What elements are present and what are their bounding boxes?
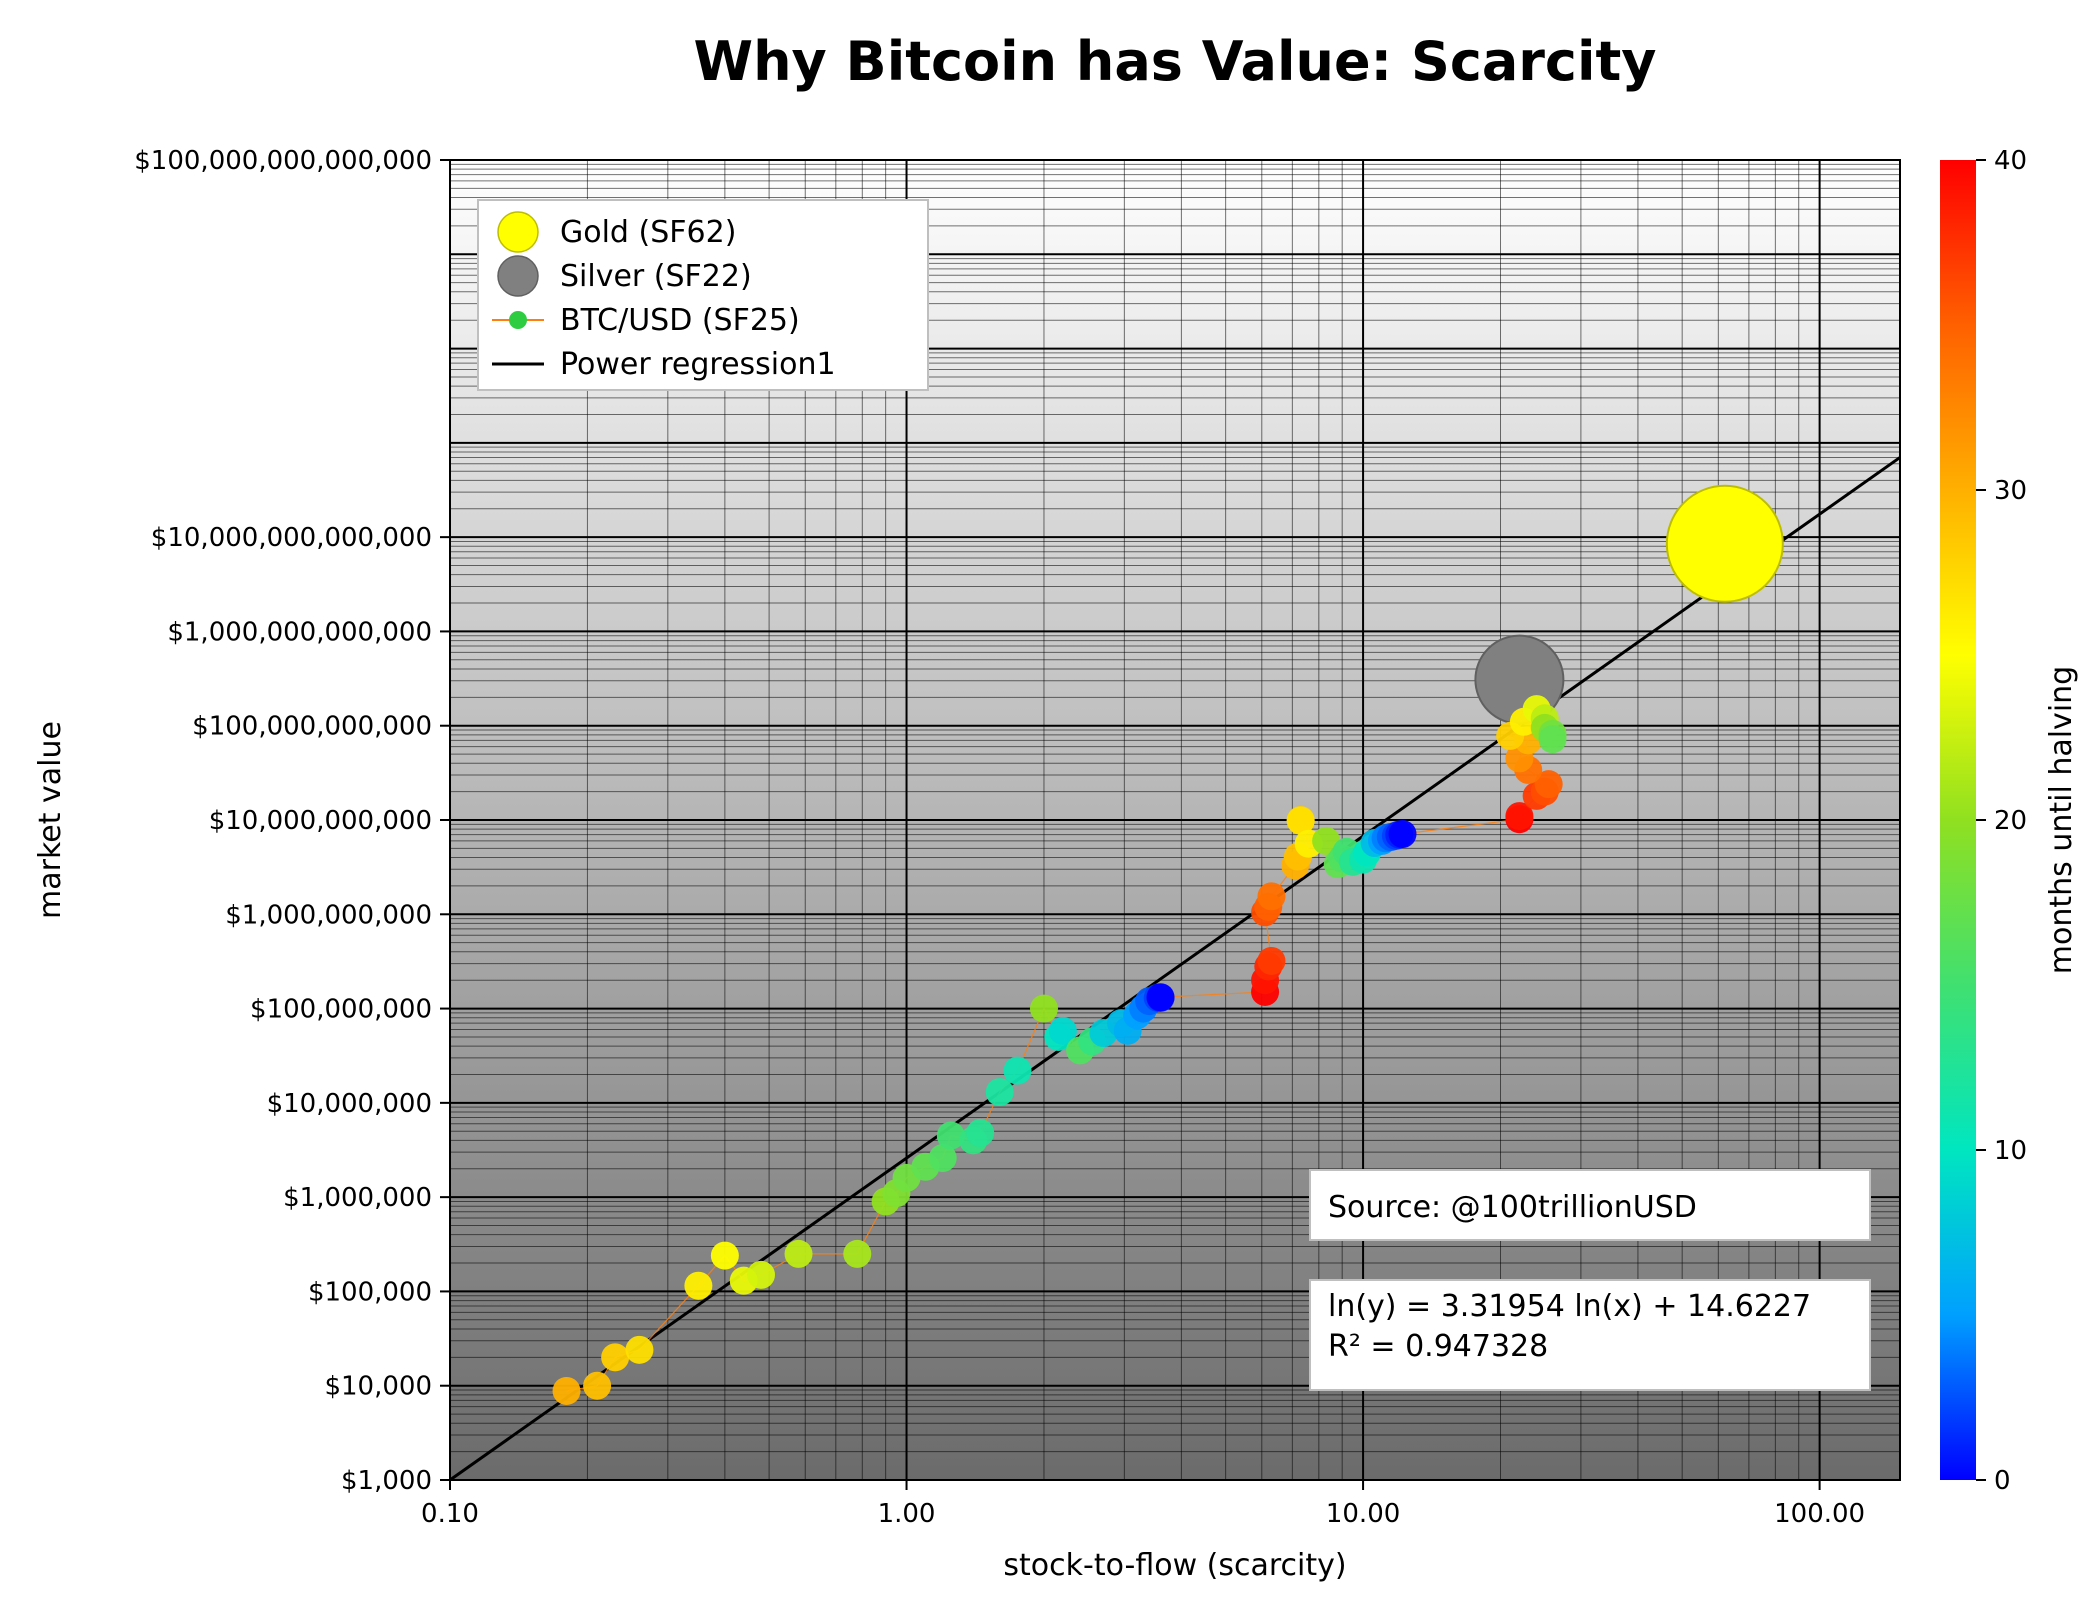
svg-text:$100,000,000,000: $100,000,000,000: [192, 712, 432, 742]
svg-text:0: 0: [1994, 1466, 2011, 1496]
svg-text:$10,000: $10,000: [324, 1372, 432, 1402]
btc-point: [1388, 820, 1416, 848]
legend-label: Gold (SF62): [560, 215, 736, 250]
svg-text:Why Bitcoin has Value: Scarcit: Why Bitcoin has Value: Scarcity: [694, 30, 1657, 93]
svg-text:40: 40: [1994, 146, 2027, 176]
legend-marker: [509, 311, 527, 329]
btc-point: [1539, 725, 1567, 753]
svg-text:0.10: 0.10: [421, 1499, 479, 1529]
svg-text:1.00: 1.00: [878, 1499, 936, 1529]
svg-text:$10,000,000,000: $10,000,000,000: [209, 806, 432, 836]
svg-text:$100,000: $100,000: [308, 1277, 432, 1307]
btc-point: [1257, 947, 1285, 975]
btc-point: [1030, 995, 1058, 1023]
legend-label: Silver (SF22): [560, 259, 752, 294]
colorbar: [1940, 160, 1976, 1480]
btc-point: [711, 1242, 739, 1270]
annotation-text: R² = 0.947328: [1328, 1329, 1548, 1364]
btc-point: [583, 1372, 611, 1400]
btc-point: [785, 1240, 813, 1268]
btc-point: [1257, 882, 1285, 910]
btc-point: [986, 1078, 1014, 1106]
btc-point: [625, 1336, 653, 1364]
legend-marker: [498, 212, 538, 252]
legend-label: Power regression1: [560, 347, 836, 382]
legend-label: BTC/USD (SF25): [560, 303, 800, 338]
svg-text:$1,000,000,000: $1,000,000,000: [225, 900, 432, 930]
svg-text:10.00: 10.00: [1326, 1499, 1400, 1529]
gold-marker: [1667, 486, 1783, 602]
btc-point: [1003, 1057, 1031, 1085]
legend-marker: [498, 256, 538, 296]
btc-point: [684, 1272, 712, 1300]
colorbar-label: months until halving: [2044, 666, 2079, 974]
svg-text:$1,000,000,000,000: $1,000,000,000,000: [167, 617, 432, 647]
svg-text:$1,000: $1,000: [341, 1466, 432, 1496]
svg-text:$10,000,000,000,000: $10,000,000,000,000: [151, 523, 432, 553]
chart-container: Why Bitcoin has Value: Scarcity 0.10 1.00 1…: [0, 0, 2100, 1612]
svg-text:10: 10: [1994, 1136, 2027, 1166]
y-axis-label: market value: [33, 721, 68, 919]
x-axis-label: stock-to-flow (scarcity): [1003, 1548, 1346, 1583]
svg-text:100.00: 100.00: [1774, 1499, 1865, 1529]
svg-text:20: 20: [1994, 806, 2027, 836]
svg-text:$10,000,000: $10,000,000: [267, 1089, 432, 1119]
btc-point: [1147, 983, 1175, 1011]
svg-text:$100,000,000,000,000: $100,000,000,000,000: [134, 146, 432, 176]
svg-text:30: 30: [1994, 476, 2027, 506]
svg-text:$100,000,000: $100,000,000: [250, 995, 432, 1025]
annotation-text: Source: @100trillionUSD: [1328, 1190, 1697, 1225]
btc-point: [747, 1261, 775, 1289]
btc-point: [601, 1343, 629, 1371]
svg-text:$1,000,000: $1,000,000: [283, 1183, 432, 1213]
btc-point: [966, 1119, 994, 1147]
annotation-text: ln(y) = 3.31954 ln(x) + 14.6227: [1328, 1289, 1811, 1324]
chart-svg: Why Bitcoin has Value: Scarcity 0.10 1.00 1…: [0, 0, 2100, 1612]
btc-point: [843, 1240, 871, 1268]
btc-point: [553, 1377, 581, 1405]
